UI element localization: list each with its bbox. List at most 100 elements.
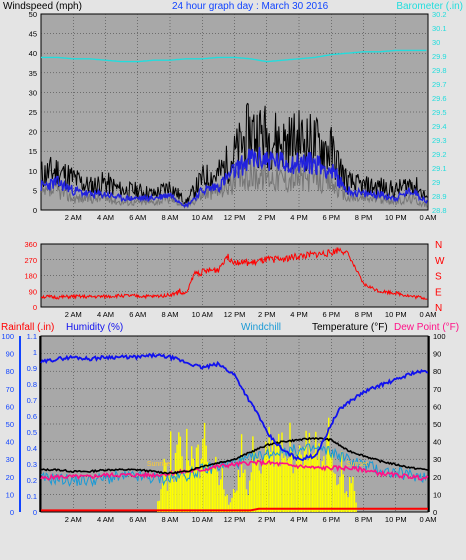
- rainfall-tick-label: 0.6: [27, 412, 37, 421]
- rainfall-tick-label: 0.9: [27, 364, 37, 373]
- humidity-tick-label: 0: [10, 508, 14, 517]
- barometer-tick-label: 28.8: [432, 206, 447, 215]
- windspeed-tick-label: 30: [29, 88, 37, 97]
- rainfall-tick-label: 0.1: [27, 492, 37, 501]
- temperature-tick-label: 90: [433, 350, 441, 359]
- x-tick-label: 8 AM: [161, 213, 178, 222]
- x-tick-label: 12 PM: [224, 310, 246, 319]
- solar-bar: [194, 468, 196, 512]
- solar-bar: [302, 464, 304, 512]
- barometer-tick-label: 29: [432, 178, 440, 187]
- x-tick-label: 4 AM: [97, 213, 114, 222]
- humidity-tick-label: 40: [6, 438, 14, 447]
- x-tick-label: 4 PM: [290, 515, 308, 524]
- solar-bar: [265, 441, 267, 512]
- direction-tick-label: 90: [29, 287, 37, 296]
- solar-bar: [226, 494, 228, 512]
- solar-bar: [242, 473, 244, 512]
- windchill-legend: Windchill: [241, 322, 281, 333]
- solar-bar: [216, 471, 219, 512]
- solar-bar: [236, 490, 238, 512]
- humidity-tick-label: 10: [6, 490, 14, 499]
- humidity-tick-label: 100: [1, 332, 14, 341]
- solar-bar: [328, 417, 330, 512]
- solar-bar: [189, 465, 191, 512]
- solar-bar: [197, 444, 199, 512]
- solar-bar: [237, 470, 240, 512]
- solar-bar: [213, 464, 215, 512]
- temperature-tick-label: 30: [433, 455, 441, 464]
- solar-bar: [158, 500, 161, 512]
- solar-bar: [195, 447, 198, 512]
- x-tick-label: 10 PM: [385, 310, 407, 319]
- temperature-legend: Temperature (°F): [312, 322, 388, 333]
- solar-bar: [294, 464, 296, 512]
- x-tick-label: 10 AM: [192, 310, 213, 319]
- solar-bar: [282, 458, 285, 512]
- windspeed-tick-label: 40: [29, 49, 37, 58]
- solar-bar: [307, 460, 309, 512]
- x-tick-label: 6 AM: [129, 213, 146, 222]
- rainfall-tick-label: 0.4: [27, 444, 37, 453]
- x-tick-label: 0 AM: [419, 213, 436, 222]
- solar-bar: [352, 476, 354, 512]
- rainfall-axis-label: Rainfall (.in): [1, 322, 54, 333]
- rainfall-tick-label: 1.1: [27, 332, 37, 341]
- solar-bar: [221, 461, 223, 512]
- temperature-tick-label: 60: [433, 402, 441, 411]
- compass-label: W: [435, 256, 445, 267]
- dewpoint-series: [40, 458, 429, 481]
- solar-bar: [332, 472, 335, 512]
- solar-bar: [284, 455, 286, 512]
- solar-bar: [253, 452, 256, 512]
- barometer-tick-label: 29.4: [432, 122, 447, 131]
- x-tick-label: 6 PM: [322, 213, 340, 222]
- solar-bar: [252, 436, 254, 512]
- x-tick-label: 6 AM: [129, 310, 146, 319]
- solar-bar: [202, 438, 204, 512]
- solar-bar: [329, 455, 331, 512]
- solar-bar: [270, 452, 272, 512]
- solar-bar: [215, 456, 217, 512]
- windspeed-tick-label: 25: [29, 108, 37, 117]
- solar-bar: [316, 459, 319, 512]
- windspeed-tick-label: 10: [29, 167, 37, 176]
- barometer-tick-label: 28.9: [432, 192, 447, 201]
- solar-bar: [323, 456, 325, 512]
- x-tick-label: 12 PM: [224, 213, 246, 222]
- x-tick-label: 4 PM: [290, 310, 308, 319]
- humidity-series: [40, 352, 429, 462]
- solar-bar: [244, 469, 246, 512]
- solar-bar: [234, 492, 236, 512]
- windspeed-tick-label: 45: [29, 30, 37, 39]
- solar-bar: [310, 455, 312, 512]
- solar-bar: [303, 447, 306, 512]
- solar-bar: [308, 432, 311, 512]
- solar-bar: [163, 458, 165, 512]
- wind-gust-series: [40, 102, 428, 207]
- solar-bar: [271, 440, 273, 512]
- temperature-tick-label: 20: [433, 473, 441, 482]
- solar-bar: [174, 453, 177, 512]
- solar-bar: [290, 450, 293, 512]
- solar-bar: [331, 453, 333, 512]
- windspeed-tick-label: 0: [33, 206, 37, 215]
- solar-bar: [287, 458, 290, 512]
- x-tick-label: 4 PM: [290, 213, 308, 222]
- solar-bar: [258, 470, 261, 512]
- x-tick-label: 8 PM: [355, 310, 373, 319]
- x-tick-label: 2 PM: [258, 310, 276, 319]
- solar-bar: [295, 453, 298, 512]
- solar-bar: [349, 477, 351, 512]
- solar-bar: [210, 472, 212, 512]
- barometer-tick-label: 29.6: [432, 94, 447, 103]
- rainfall-tick-label: 1: [33, 348, 37, 357]
- humidity-tick-label: 60: [6, 402, 14, 411]
- windspeed-tick-label: 35: [29, 69, 37, 78]
- temperature-tick-label: 80: [433, 367, 441, 376]
- solar-bar: [208, 470, 211, 512]
- sun-annotation: Sunset: [346, 461, 368, 468]
- barometer-axis-label: Barometer (.in): [396, 1, 463, 12]
- barometer-tick-label: 29.7: [432, 80, 447, 89]
